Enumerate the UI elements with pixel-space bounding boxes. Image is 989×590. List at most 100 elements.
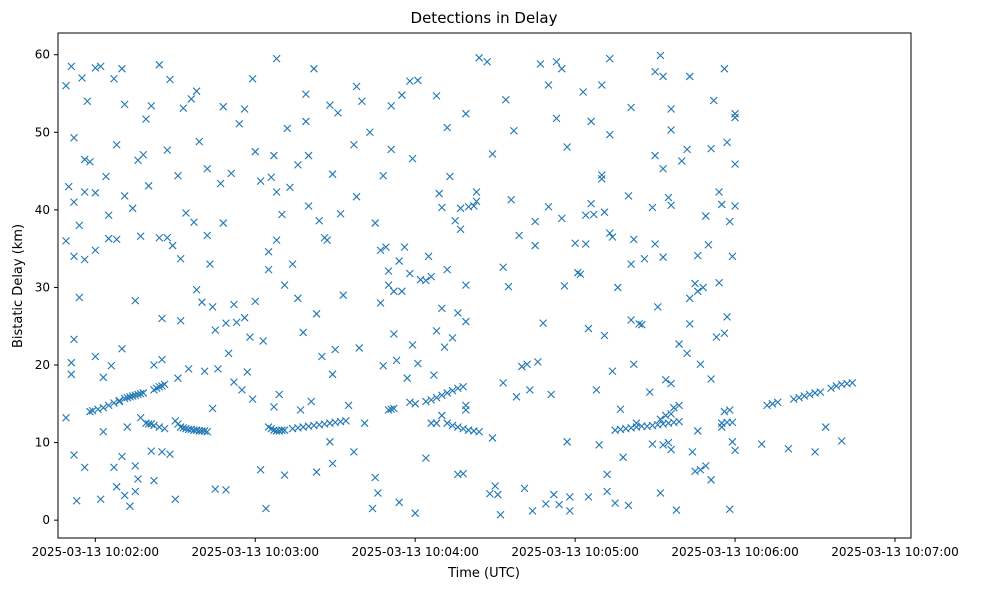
data-point [811,448,819,456]
data-point [318,352,326,361]
data-point [405,269,414,278]
data-point [405,77,414,85]
data-point [613,283,622,292]
data-point [429,371,438,379]
data-point [560,281,569,290]
data-point [118,344,126,353]
data-point [139,150,148,159]
data-point [701,212,710,220]
data-point [224,349,233,358]
data-point [328,459,337,468]
data-point [453,309,462,317]
data-point [571,239,580,248]
data-point [182,209,190,217]
data-point [627,103,635,112]
data-point [75,293,84,302]
data-point [544,81,553,89]
data-point [264,265,273,274]
data-point [448,333,457,342]
data-point [720,64,729,73]
data-point [120,192,129,200]
data-point [174,374,182,383]
data-point [203,231,212,240]
data-point [629,235,638,244]
data-point [624,501,633,510]
data-point [432,91,441,100]
data-point [728,252,737,261]
data-point [112,235,121,244]
data-point [174,171,182,180]
data-point [134,390,142,399]
x-tick-label: 2025-03-13 10:05:00 [511,545,638,559]
data-point [144,420,153,428]
data-point [587,199,596,208]
data-point [456,204,465,213]
data-point [120,491,129,500]
data-point [547,390,556,399]
data-point [83,97,92,106]
data-point [584,492,593,501]
data-point [86,407,94,416]
data-point [451,216,460,225]
data-point [280,426,289,435]
data-point [312,468,321,476]
data-point [206,260,214,269]
data-point [99,373,108,382]
data-point [656,51,665,60]
data-point [413,76,422,85]
data-point [67,62,76,71]
data-point [579,88,588,96]
data-point [150,476,158,485]
data-point [448,386,457,395]
data-point [723,138,731,147]
data-point [469,202,478,210]
data-point [421,454,430,462]
data-point [336,209,345,218]
data-point [408,340,417,349]
data-point [837,437,846,445]
data-point [683,349,691,358]
data-point [192,87,201,96]
data-point [387,145,396,154]
data-point [600,208,609,217]
data-point [349,448,358,456]
data-point [349,140,358,149]
data-point [126,392,134,401]
y-tick-label: 50 [35,125,50,139]
data-point [264,247,273,256]
data-point [208,404,217,413]
data-point [395,257,404,265]
data-point [459,469,468,478]
data-point [355,344,364,352]
data-point [168,241,177,250]
data-point [62,413,70,422]
data-point [661,375,670,384]
data-point [75,221,84,230]
data-point [256,465,265,474]
data-point [557,64,566,73]
data-point [576,270,585,279]
data-point [259,337,268,345]
data-point [147,102,156,110]
data-point [200,427,209,435]
data-point [725,505,734,514]
data-point [432,419,441,428]
data-point [310,64,318,73]
data-point [104,401,113,410]
data-point [150,421,158,430]
data-point [62,237,70,245]
data-point [272,188,281,196]
data-point [731,160,739,168]
data-point [699,283,707,292]
data-point [211,485,220,494]
data-point [592,385,601,394]
data-point [707,475,715,484]
data-point [693,427,702,435]
data-point [267,173,276,182]
data-point [557,214,566,223]
data-point [387,102,396,110]
data-point [118,64,126,73]
data-point [651,67,659,76]
data-point [99,427,108,436]
